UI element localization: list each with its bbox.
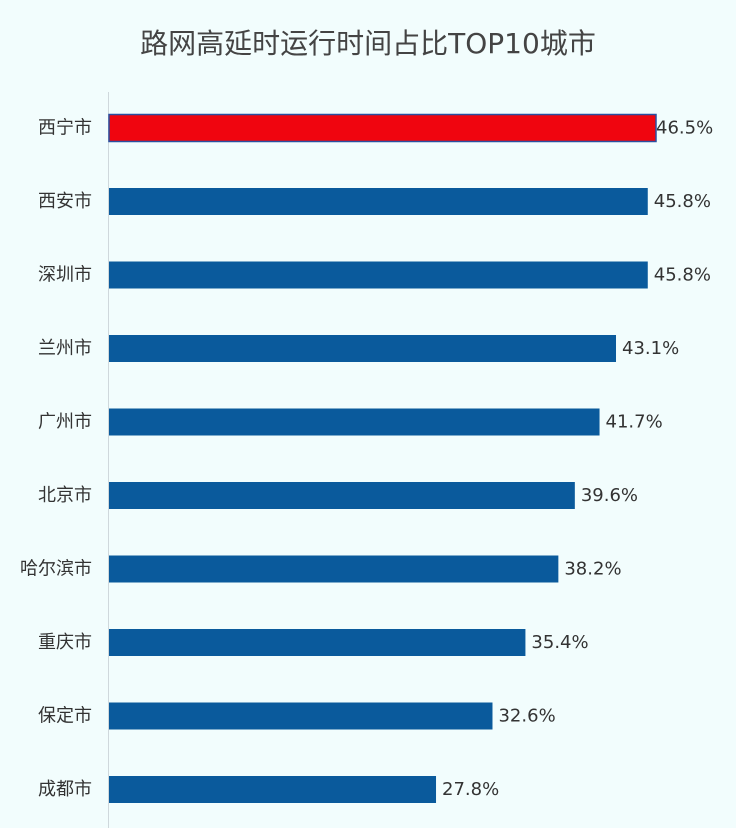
bar xyxy=(109,555,559,583)
category-label: 广州市 xyxy=(38,412,92,433)
category-label: 深圳市 xyxy=(38,265,92,286)
value-label: 45.8% xyxy=(654,265,711,286)
value-label: 35.4% xyxy=(531,632,588,653)
category-label: 保定市 xyxy=(38,706,92,727)
bar xyxy=(109,776,437,803)
bars-group: 西宁市 46.5% 西安市 45.8% 深圳市 45.8% 兰州市 43.1% 广州市 41.7%… xyxy=(20,113,713,803)
bar xyxy=(109,482,575,509)
category-label: 西安市 xyxy=(38,191,92,212)
value-label: 39.6% xyxy=(581,485,638,506)
value-label: 32.6% xyxy=(498,706,555,727)
category-label: 成都市 xyxy=(38,779,92,800)
bar xyxy=(109,261,648,289)
bar xyxy=(108,113,657,143)
category-label: 哈尔滨市 xyxy=(20,559,92,580)
category-label: 重庆市 xyxy=(38,632,92,653)
category-label: 北京市 xyxy=(38,485,92,506)
value-label: 38.2% xyxy=(564,559,621,580)
category-label: 兰州市 xyxy=(38,338,92,359)
chart-title: 路网高延时运行时间占比TOP10城市 xyxy=(140,27,596,60)
bar xyxy=(109,629,526,656)
bar xyxy=(109,702,493,730)
bar xyxy=(109,188,648,215)
category-label: 西宁市 xyxy=(38,118,92,139)
value-label: 41.7% xyxy=(606,412,663,433)
bar xyxy=(109,408,600,436)
value-label: 46.5% xyxy=(656,118,713,139)
value-label: 27.8% xyxy=(442,779,499,800)
bar xyxy=(109,335,617,362)
value-label: 45.8% xyxy=(654,191,711,212)
value-label: 43.1% xyxy=(622,338,679,359)
